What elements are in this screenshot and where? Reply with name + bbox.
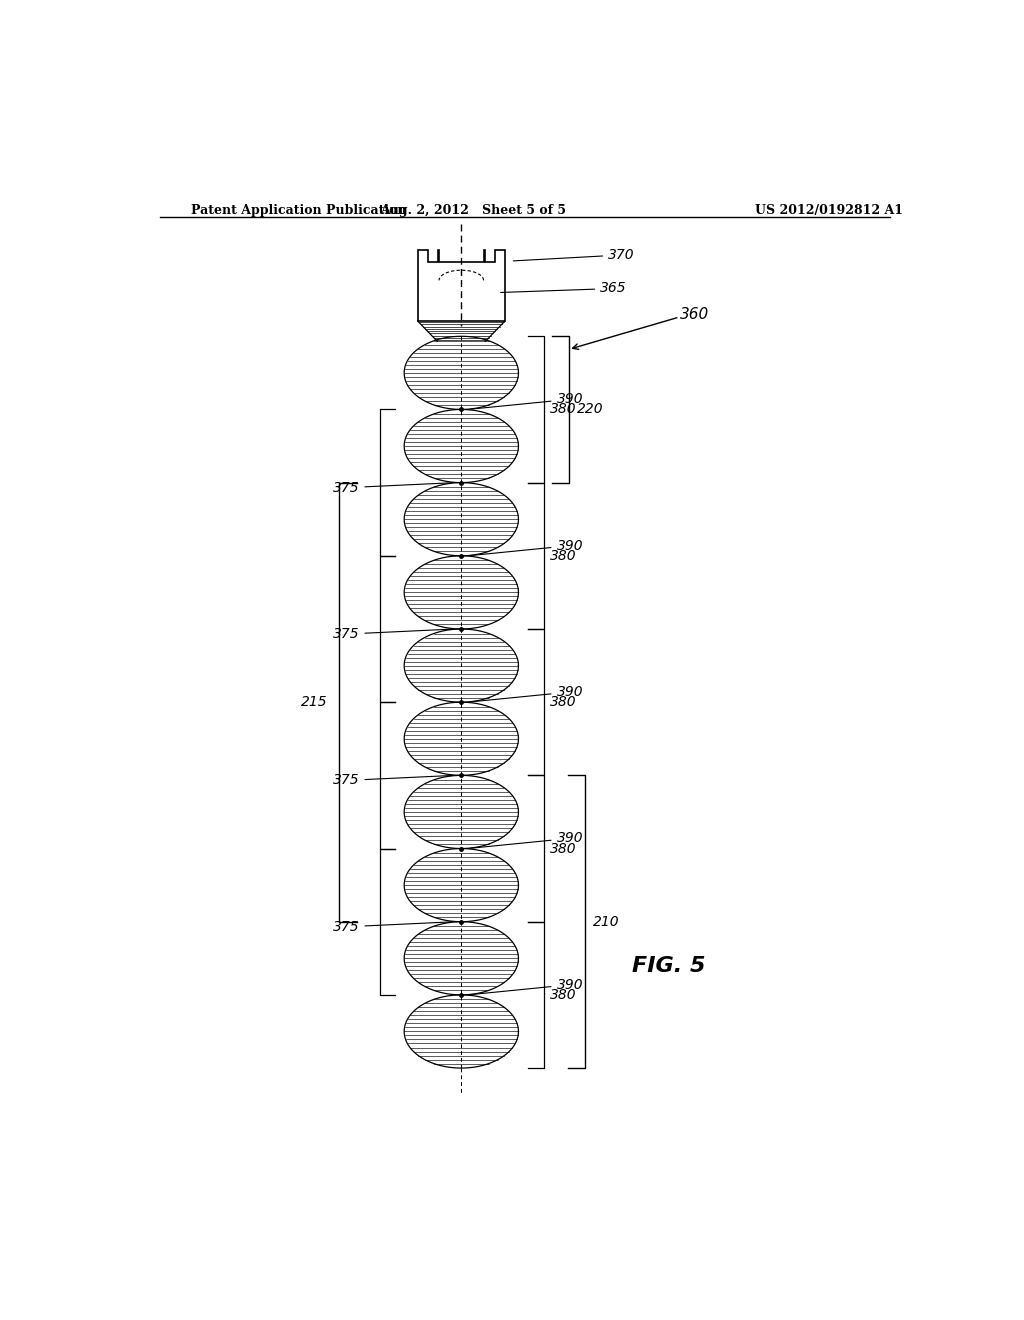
Text: 380: 380 (550, 549, 577, 562)
Text: 220: 220 (578, 403, 604, 416)
Text: Aug. 2, 2012   Sheet 5 of 5: Aug. 2, 2012 Sheet 5 of 5 (380, 205, 566, 216)
Text: 380: 380 (550, 987, 577, 1002)
Text: 390: 390 (470, 539, 584, 556)
Text: 390: 390 (470, 392, 584, 409)
Text: 210: 210 (593, 915, 620, 929)
Text: 370: 370 (513, 248, 635, 261)
Text: 365: 365 (501, 281, 627, 296)
Text: 375: 375 (333, 774, 453, 788)
Text: US 2012/0192812 A1: US 2012/0192812 A1 (755, 205, 903, 216)
Text: 380: 380 (550, 696, 577, 709)
Text: FIG. 5: FIG. 5 (632, 957, 706, 977)
Text: 375: 375 (333, 920, 453, 933)
Text: 360: 360 (680, 308, 709, 322)
Text: Patent Application Publication: Patent Application Publication (191, 205, 407, 216)
Text: 375: 375 (333, 480, 453, 495)
Text: 380: 380 (550, 403, 577, 416)
Text: 390: 390 (470, 685, 584, 702)
Text: 380: 380 (550, 842, 577, 855)
Text: 375: 375 (333, 627, 453, 642)
Text: 390: 390 (470, 978, 584, 995)
Text: 215: 215 (301, 696, 328, 709)
Text: 390: 390 (470, 832, 584, 849)
